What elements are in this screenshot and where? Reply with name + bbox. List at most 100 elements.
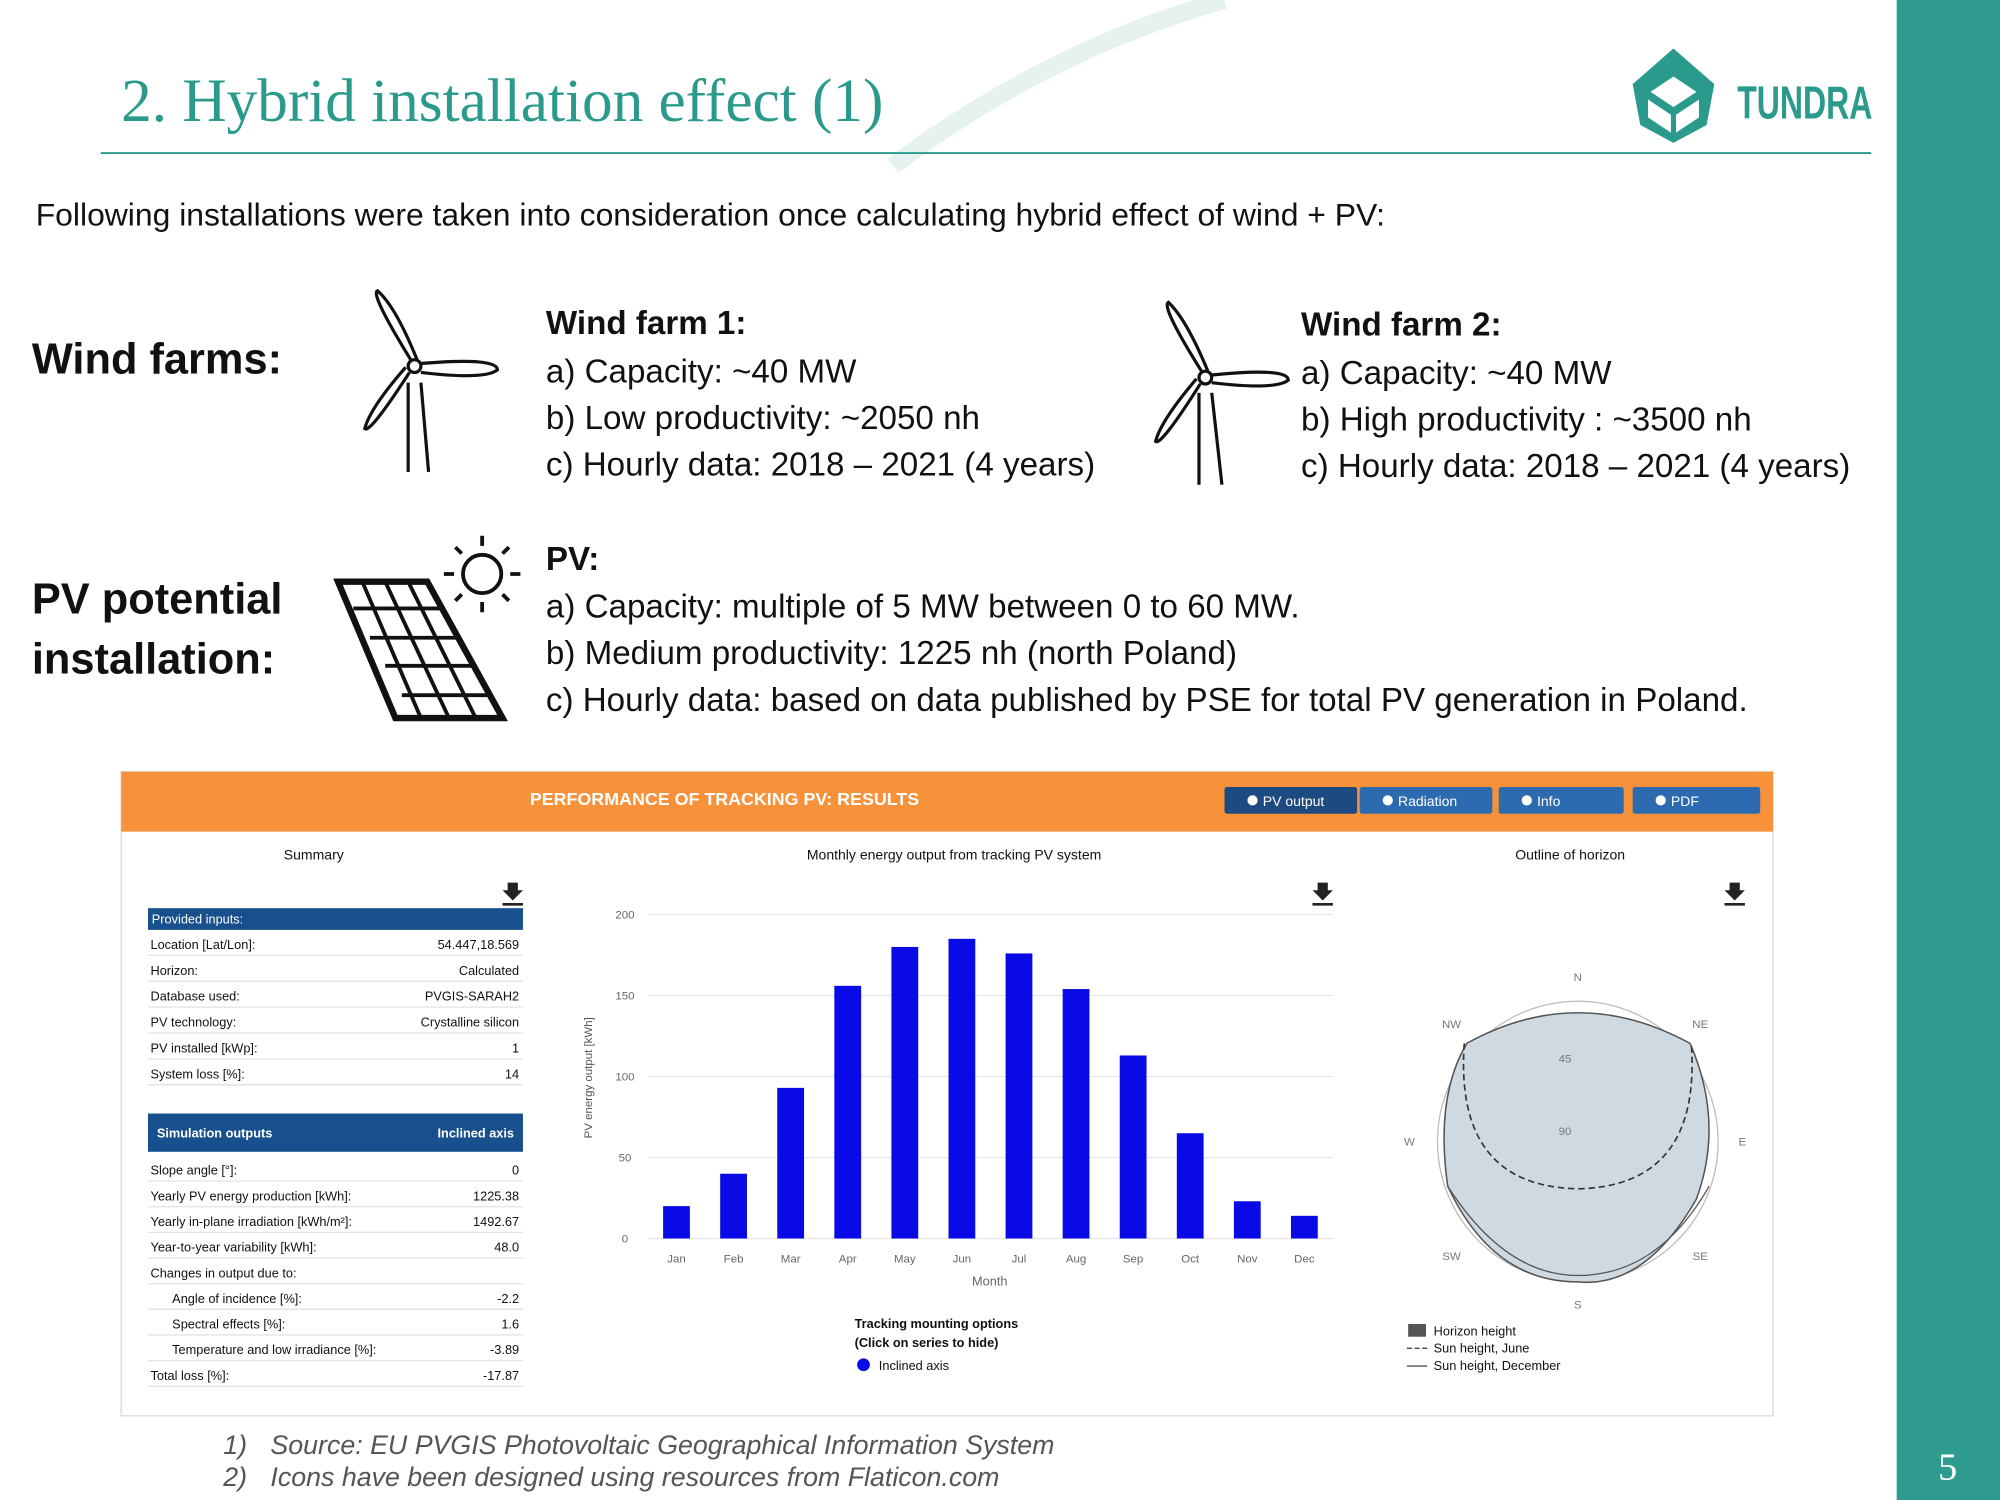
table-label: Horizon: — [151, 963, 198, 978]
intro-text: Following installations were taken into … — [36, 197, 1385, 233]
horizon-legend-label: Sun height, June — [1434, 1341, 1530, 1356]
button-icon — [1521, 795, 1532, 806]
table-label: Angle of incidence [%]: — [172, 1291, 302, 1306]
direction-label: NE — [1692, 1019, 1708, 1031]
button-label: PV output — [1263, 793, 1325, 809]
farm-item: b) High productivity : ~3500 nh — [1301, 401, 1752, 438]
button-icon — [1247, 795, 1258, 806]
direction-label: SW — [1442, 1251, 1461, 1263]
pv-item: a) Capacity: multiple of 5 MW between 0 … — [546, 588, 1300, 625]
x-tick-label: Jan — [667, 1254, 686, 1266]
table-value: 1.6 — [501, 1317, 519, 1332]
sidebar — [1896, 0, 2000, 1500]
wind-turbine-icon — [363, 289, 500, 473]
panel-button[interactable] — [1632, 786, 1761, 814]
table-header-text: Provided inputs: — [152, 911, 243, 926]
direction-label: W — [1404, 1136, 1415, 1148]
panel-button[interactable] — [1359, 786, 1493, 814]
direction-label: SE — [1693, 1251, 1709, 1263]
farm-item: a) Capacity: ~40 MW — [1301, 355, 1612, 392]
direction-label: N — [1574, 972, 1582, 984]
download-icon[interactable] — [502, 882, 523, 906]
solar-panel-icon — [333, 535, 521, 722]
table-header-text: Inclined axis — [437, 1126, 514, 1141]
y-tick-label: 150 — [615, 990, 634, 1002]
table-value: -2.2 — [497, 1291, 519, 1306]
table-header-text: Simulation outputs — [157, 1126, 272, 1141]
footnote-number: 2) — [222, 1462, 247, 1492]
pv-item: b) Medium productivity: 1225 nh (north P… — [546, 635, 1237, 672]
table-label: System loss [%]: — [151, 1066, 245, 1081]
download-icon[interactable] — [1724, 882, 1745, 906]
bar — [948, 938, 976, 1239]
y-tick-label: 50 — [619, 1152, 632, 1164]
horizon-legend-label: Sun height, December — [1434, 1358, 1562, 1373]
table-label: PV installed [kWp]: — [151, 1041, 258, 1056]
legend-title: Tracking mounting options — [855, 1316, 1019, 1331]
legend-marker[interactable] — [857, 1358, 870, 1372]
x-tick-label: Aug — [1066, 1254, 1086, 1266]
farm-item: b) Low productivity: ~2050 nh — [546, 400, 980, 437]
direction-label: E — [1739, 1136, 1747, 1148]
footnote-text: Icons have been designed using resources… — [270, 1462, 999, 1492]
y-tick-label: 0 — [622, 1233, 628, 1245]
table-value: -17.87 — [483, 1368, 519, 1383]
y-axis-label: PV energy output [kWh] — [583, 1017, 595, 1138]
table-header — [147, 908, 523, 930]
button-icon — [1655, 795, 1666, 806]
download-icon[interactable] — [1312, 882, 1333, 906]
x-tick-label: Apr — [839, 1254, 857, 1266]
bar — [891, 946, 919, 1239]
logo-mark — [1632, 48, 1715, 143]
table-value: 1225.38 — [473, 1188, 519, 1203]
table-value: PVGIS-SARAH2 — [425, 989, 519, 1004]
results-header — [121, 771, 1773, 832]
y-tick-label: 100 — [615, 1071, 634, 1083]
bar — [1176, 1133, 1204, 1239]
bar — [663, 1206, 690, 1239]
x-tick-label: Jun — [953, 1254, 972, 1266]
y-tick-label: 200 — [615, 909, 634, 921]
button-label: PDF — [1671, 793, 1699, 809]
decor-swoosh — [887, 0, 1227, 173]
bar — [777, 1087, 805, 1239]
elevation-label: 90 — [1559, 1126, 1572, 1138]
table-header — [147, 1113, 523, 1152]
section-label: installation: — [32, 635, 275, 683]
summary-title: Summary — [284, 847, 344, 863]
farm-title: Wind farm 1: — [546, 305, 747, 342]
horizon-legend-label: Horizon height — [1434, 1323, 1517, 1338]
direction-label: S — [1574, 1300, 1582, 1312]
pv-item: c) Hourly data: based on data published … — [546, 682, 1748, 719]
legend-title: (Click on series to hide) — [855, 1335, 999, 1350]
direction-label: NW — [1442, 1019, 1461, 1031]
farm-item: c) Hourly data: 2018 – 2021 (4 years) — [546, 447, 1095, 484]
bar — [834, 985, 862, 1239]
panel-button[interactable] — [1224, 786, 1358, 814]
bar — [1119, 1055, 1147, 1239]
elevation-label: 45 — [1559, 1054, 1572, 1066]
horizon-title: Outline of horizon — [1515, 847, 1625, 863]
table-label: Spectral effects [%]: — [172, 1317, 285, 1332]
table-value: Crystalline silicon — [421, 1015, 520, 1030]
table-value: 14 — [505, 1066, 519, 1081]
wind-turbine-icon — [1153, 300, 1290, 485]
table-label: Temperature and low irradiance [%]: — [172, 1342, 376, 1357]
table-label: Location [Lat/Lon]: — [151, 937, 256, 952]
button-label: Radiation — [1398, 793, 1457, 809]
table-value: 54.447,18.569 — [438, 937, 520, 952]
slide-title: 2. Hybrid installation effect (1) — [121, 67, 883, 135]
logo-text: TUNDRA — [1737, 77, 1872, 129]
table-value: 48.0 — [494, 1240, 519, 1255]
page-number: 5 — [1938, 1447, 1957, 1489]
table-value: Calculated — [459, 963, 519, 978]
bar — [1290, 1215, 1318, 1239]
bar — [1005, 953, 1033, 1239]
x-tick-label: May — [894, 1254, 916, 1266]
table-label: Slope angle [°]: — [151, 1163, 238, 1178]
legend-label[interactable]: Inclined axis — [879, 1358, 949, 1373]
footnote-number: 1) — [223, 1430, 247, 1460]
panel-button[interactable] — [1498, 786, 1624, 814]
